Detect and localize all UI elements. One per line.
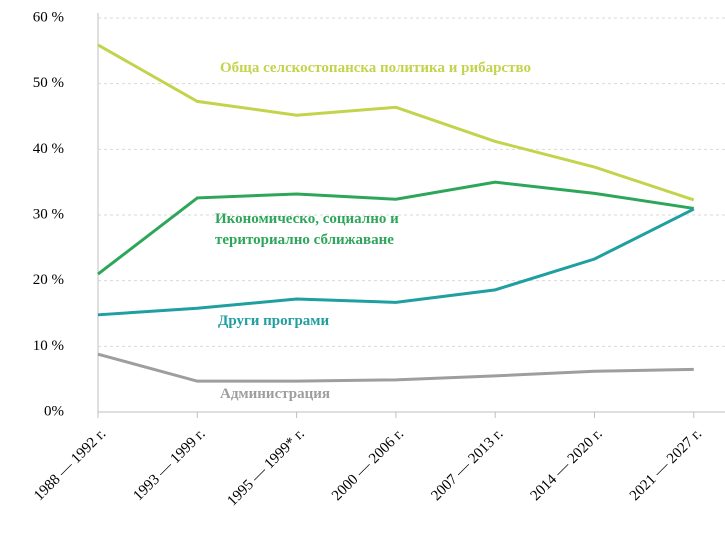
y-tick-label: 50 % (33, 75, 64, 91)
y-tick-label: 10 % (33, 338, 64, 354)
x-tick-label: 1993 — 1999 г. (130, 426, 208, 504)
y-tick-label: 40 % (33, 141, 64, 157)
series-label: Икономическо, социално и териториално сб… (215, 211, 399, 248)
y-tick-label: 0% (44, 403, 64, 419)
series-line (97, 207, 695, 317)
series-label: Други програми (218, 313, 330, 329)
series-line (97, 43, 695, 202)
y-tick-label: 20 % (33, 272, 64, 288)
series-line (97, 180, 695, 276)
x-tick-label: 2021 — 2027 г. (627, 426, 705, 504)
series-line (97, 352, 694, 383)
y-tick-label: 30 % (33, 206, 64, 222)
y-tick-label: 60 % (33, 9, 64, 25)
x-tick-label: 1988 — 1992 г. (31, 426, 109, 504)
x-tick-label: 2014 — 2020 г. (528, 426, 606, 504)
series-label: Обща селскостопанска политика и рибарств… (220, 60, 531, 76)
x-tick-label: 2000 — 2006 г. (329, 426, 407, 504)
x-tick-label: 2007 — 2013 г. (428, 426, 506, 504)
series-label: Администрация (220, 386, 331, 402)
x-tick-label: 1995 — 1999* г. (224, 426, 307, 509)
